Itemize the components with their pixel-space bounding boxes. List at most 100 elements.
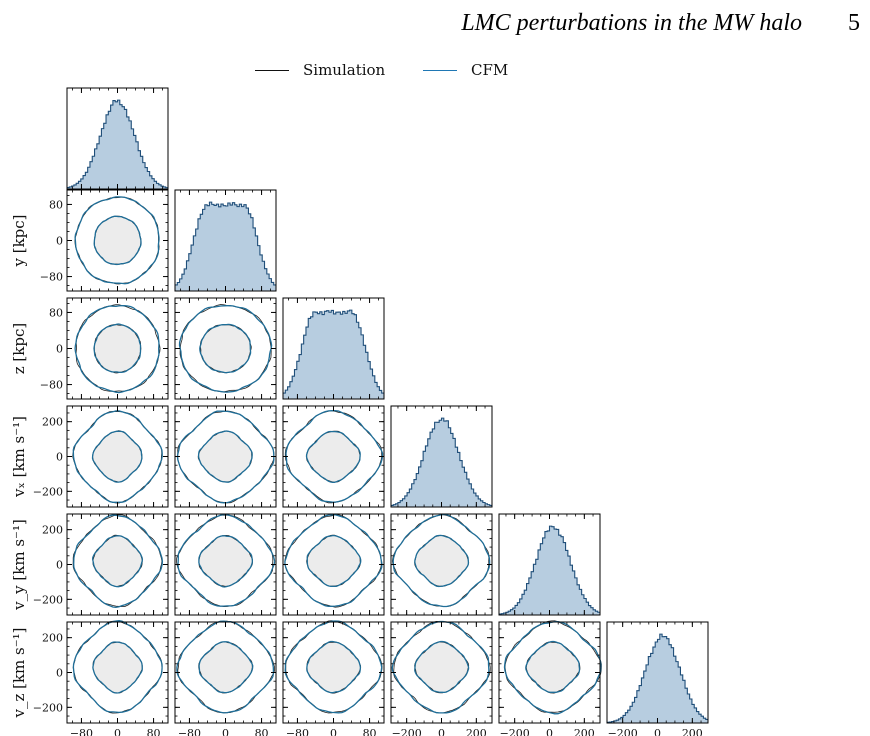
y-tick-label-z: −80 [40,379,63,392]
x-tick-label-y: −80 [178,727,201,736]
contour-cfm-inner-x-vz [92,641,143,694]
contour-cfm-inner-z-vz [306,640,362,694]
contour-cfm-outer-y-z [178,304,273,393]
x-tick-label-y: 0 [222,727,229,736]
y-tick-label-vz: 200 [42,632,63,645]
contour-cfm-inner-y-vx [197,430,253,483]
contour-cfm-inner-x-vx [91,430,143,483]
contour-cfm-inner-vx-vz [414,640,470,694]
y-axis-label-vz: v_z [km s⁻¹] [10,627,28,718]
x-tick-label-vy: 0 [546,727,553,736]
contour-cfm-outer-z-vy [284,514,383,607]
contour-cfm-outer-y-vy [177,513,276,607]
legend-line-cfm [423,69,457,71]
y-tick-label-vx: 0 [56,451,63,464]
contour-cfm-inner-x-z [93,323,142,374]
y-tick-label-vx: −200 [33,485,63,498]
contour-fill-vx-vz [414,641,469,693]
histogram-fill-x [67,100,168,189]
legend-item-simulation: Simulation [255,58,385,82]
contour-cfm-outer-vx-vy [392,513,491,608]
legend: Simulation CFM [255,58,555,82]
contour-fill-y-z [199,324,251,373]
y-axis-label-y: y [kpc] [10,214,28,267]
contour-fill-x-z [94,324,141,373]
histogram-line-vz [607,633,708,723]
contour-fill-y-vx [198,431,253,483]
contour-cfm-outer-x-vz [72,620,163,714]
contour-cfm-outer-x-vy [73,514,164,609]
contour-cfm-outer-z-vz [284,620,383,714]
page-header: LMC perturbations in the MW halo 5 [0,6,870,40]
contour-fill-vx-vy [414,535,469,587]
y-tick-label-vy: −200 [33,593,63,606]
x-tick-label-z: −80 [286,727,309,736]
contour-cfm-outer-y-vz [176,620,275,714]
histogram-fill-y [175,202,276,291]
contour-fill-x-y [94,216,141,265]
contour-cfm-inner-x-vy [91,535,144,588]
y-axis-label-vx: vₓ [km s⁻¹] [10,416,28,498]
contour-cfm-inner-y-z [199,323,252,374]
histogram-line-y [175,201,276,286]
contour-fill-y-vy [198,535,253,587]
x-tick-label-x: 80 [147,727,161,736]
legend-line-simulation [255,69,289,71]
contour-cfm-inner-x-y [93,215,142,266]
x-tick-label-y: 80 [255,727,269,736]
y-tick-label-vz: 0 [56,667,63,680]
y-axis-label-vy: v_y [km s⁻¹] [10,519,28,611]
page-number: 5 [848,10,860,36]
contour-fill-x-vz [92,642,143,693]
legend-label-cfm: CFM [471,61,509,79]
x-tick-label-vz: 0 [654,727,661,736]
contour-cfm-outer-vy-vz [503,620,602,715]
histogram-fill-z [283,310,384,399]
y-tick-label-y: 0 [56,235,63,248]
histogram-fill-vz [607,634,708,723]
x-tick-label-vx: 0 [438,727,445,736]
y-tick-label-z: 0 [56,343,63,356]
histogram-line-x [67,99,168,189]
contour-cfm-inner-y-vz [198,641,254,694]
y-tick-label-vz: −200 [33,701,63,714]
x-tick-label-x: 0 [114,727,121,736]
contour-cfm-inner-z-vx [305,430,361,484]
histogram-fill-vy [499,526,600,615]
contour-fill-z-vz [306,641,361,693]
contour-cfm-outer-x-vx [72,410,163,503]
x-tick-label-z: 80 [363,727,377,736]
contour-fill-vy-vz [525,641,580,693]
page-title: LMC perturbations in the MW halo [461,10,802,36]
histogram-line-z [283,309,384,394]
x-tick-label-z: 0 [330,727,337,736]
legend-item-cfm: CFM [423,58,508,82]
histogram-line-vx [391,417,492,506]
y-tick-label-vy: 200 [42,524,63,537]
contour-cfm-inner-z-vy [306,534,362,588]
contour-cfm-inner-y-vy [198,535,254,588]
contour-sim-outer-x-z [75,304,161,392]
x-tick-label-x: −80 [70,727,93,736]
y-tick-label-z: 80 [49,306,63,319]
contour-cfm-inner-vx-vy [414,534,470,588]
y-axis-label-z: z [kpc] [10,323,28,374]
contour-cfm-outer-x-z [74,304,160,394]
contour-fill-z-vx [306,431,361,483]
x-tick-label-vx: −200 [392,727,422,736]
x-tick-label-vy: 200 [574,727,595,736]
contour-cfm-outer-x-y [74,196,160,285]
y-tick-label-y: 80 [49,198,63,211]
contour-cfm-outer-vx-vz [391,620,490,714]
contour-fill-x-vx [92,431,142,483]
y-tick-label-y: −80 [40,271,63,284]
x-tick-label-vx: 200 [466,727,487,736]
y-tick-label-vy: 0 [56,559,63,572]
histogram-line-vy [499,525,600,615]
x-tick-label-vz: 200 [682,727,703,736]
x-tick-label-vz: −200 [608,727,638,736]
y-tick-label-vx: 200 [42,416,63,429]
contour-fill-z-vy [307,535,361,587]
contour-fill-x-vy [92,535,143,587]
